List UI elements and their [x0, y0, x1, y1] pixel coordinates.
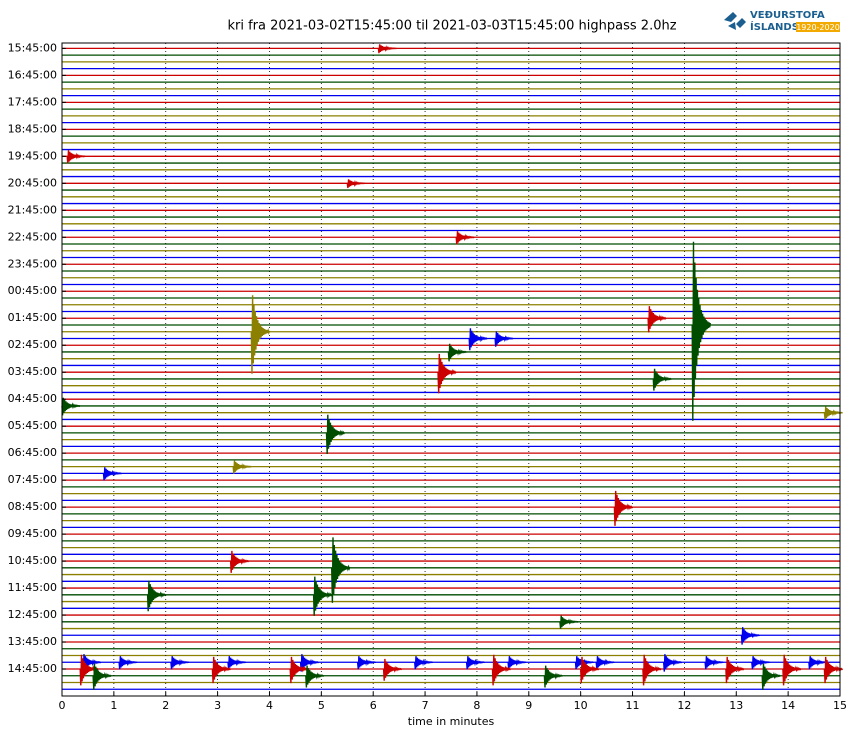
seismic-event [102, 467, 122, 481]
x-tick-label: 3 [214, 699, 221, 712]
logo-name: VEÐURSTOFA [750, 10, 825, 21]
seismic-event [312, 576, 333, 616]
plot-frame [61, 42, 841, 697]
seismic-event [704, 656, 724, 670]
y-tick-label: 09:45:00 [8, 527, 57, 540]
seismic-event [613, 490, 634, 526]
y-tick-label: 13:45:00 [8, 635, 57, 648]
seismic-event [559, 615, 579, 629]
seismic-event [761, 663, 781, 690]
seismic-event [66, 150, 86, 164]
y-tick-label: 14:45:00 [8, 662, 57, 675]
seismic-event [663, 654, 683, 672]
x-tick-label: 13 [729, 699, 743, 712]
x-axis-label: time in minutes [408, 715, 495, 728]
seismic-event [691, 241, 711, 421]
seismic-event [652, 368, 672, 391]
x-tick-label: 4 [266, 699, 273, 712]
seismic-event [325, 414, 346, 455]
y-tick-label: 06:45:00 [8, 446, 57, 459]
y-tick-label: 01:45:00 [8, 311, 57, 324]
seismic-event [299, 654, 320, 672]
seismic-event [346, 179, 366, 189]
x-tick-label: 5 [318, 699, 325, 712]
seismic-event [146, 580, 167, 612]
y-tick-label: 15:45:00 [8, 41, 57, 54]
x-tick-label: 10 [574, 699, 588, 712]
y-tick-label: 02:45:00 [8, 338, 57, 351]
seismic-event [382, 658, 403, 681]
seismic-event [447, 343, 467, 362]
seismic-event [647, 306, 667, 333]
x-tick-label: 12 [677, 699, 691, 712]
y-tick-label: 05:45:00 [8, 419, 57, 432]
x-tick-label: 14 [781, 699, 795, 712]
y-tick-label: 21:45:00 [8, 203, 57, 216]
x-tick-label: 0 [59, 699, 66, 712]
y-tick-label: 17:45:00 [8, 95, 57, 108]
y-tick-label: 03:45:00 [8, 365, 57, 378]
x-tick-label: 8 [473, 699, 480, 712]
y-tick-label: 04:45:00 [8, 392, 57, 405]
seismic-event [118, 656, 138, 670]
seismic-event [642, 654, 662, 686]
logo-icon [724, 12, 746, 30]
logo-band [796, 22, 840, 32]
seismic-event [92, 663, 112, 690]
seismic-event [356, 656, 377, 670]
y-tick-label: 23:45:00 [8, 257, 57, 270]
seismic-event [170, 656, 190, 670]
y-tick-label: 19:45:00 [8, 149, 57, 162]
seismic-event [543, 665, 563, 688]
seismic-event [725, 656, 745, 684]
y-tick-label: 10:45:00 [8, 554, 57, 567]
seismic-event [580, 656, 600, 684]
seismic-event [455, 231, 475, 245]
seismic-event [494, 331, 514, 347]
seismic-event [437, 353, 457, 394]
seismic-event [468, 328, 488, 351]
y-tick-label: 16:45:00 [8, 68, 57, 81]
x-tick-label: 15 [833, 699, 847, 712]
x-tick-label: 9 [525, 699, 532, 712]
seismic-event [227, 656, 247, 670]
y-tick-label: 12:45:00 [8, 608, 57, 621]
seismic-event [574, 656, 594, 670]
seismic-event [211, 656, 232, 684]
y-tick-label: 07:45:00 [8, 473, 57, 486]
seismic-event [305, 665, 325, 688]
y-tick-label: 00:45:00 [8, 284, 57, 297]
y-tick-label: 22:45:00 [8, 230, 57, 243]
x-tick-label: 11 [626, 699, 640, 712]
logo-name2: ÍSLANDS [750, 20, 799, 33]
seismic-event [232, 460, 252, 474]
y-tick-label: 20:45:00 [8, 176, 57, 189]
x-tick-label: 6 [370, 699, 377, 712]
x-tick-label: 2 [162, 699, 169, 712]
seismic-event [250, 295, 271, 374]
seismic-event [289, 656, 309, 684]
seismic-event [507, 656, 527, 670]
logo: VEÐURSTOFA ÍSLANDS 1920-2020 [724, 10, 840, 33]
y-tick-label: 08:45:00 [8, 500, 57, 513]
seismic-event [595, 656, 615, 670]
y-tick-label: 11:45:00 [8, 581, 57, 594]
seismic-event [740, 627, 760, 645]
x-tick-label: 1 [110, 699, 117, 712]
seismic-event [331, 537, 351, 603]
seismic-event [414, 656, 434, 670]
seismic-event [751, 656, 771, 670]
seismic-event [377, 44, 397, 54]
y-tick-label: 18:45:00 [8, 122, 57, 135]
logo-years: 1920-2020 [796, 23, 840, 32]
seismic-event [465, 656, 486, 670]
seismic-event [229, 550, 250, 573]
x-tick-label: 7 [422, 699, 429, 712]
chart-title: kri fra 2021-03-02T15:45:00 til 2021-03-… [227, 19, 676, 34]
seismic-event [491, 654, 512, 686]
seismic-event [61, 397, 81, 416]
seismic-event [782, 654, 802, 686]
seismic-event [808, 656, 828, 670]
